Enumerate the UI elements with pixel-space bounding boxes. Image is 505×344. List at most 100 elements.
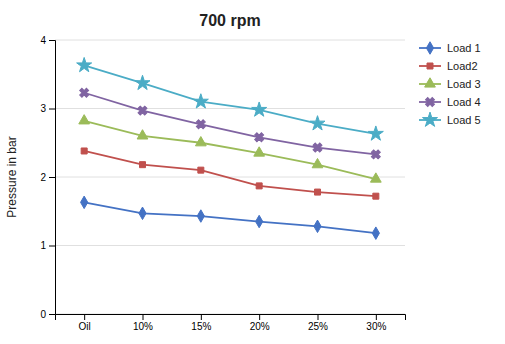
marker <box>77 86 90 99</box>
x-tick-label: 25% <box>308 321 328 332</box>
legend-item: Load 1 <box>419 42 481 54</box>
line <box>84 65 376 134</box>
marker <box>197 210 204 222</box>
grid-line <box>55 40 405 41</box>
grid-line <box>55 245 405 246</box>
title: 700 rpm <box>199 12 260 29</box>
marker <box>368 126 383 140</box>
y-axis-line <box>49 41 56 315</box>
marker <box>370 173 381 182</box>
marker <box>369 148 382 161</box>
y-tick-mark <box>49 246 55 247</box>
series <box>77 86 382 161</box>
y-tick: 2 <box>40 172 55 183</box>
marker <box>139 207 146 219</box>
marker <box>256 215 263 227</box>
x-tick: 10% <box>133 314 153 332</box>
marker <box>136 104 149 117</box>
y-tick-label: 1 <box>40 240 46 251</box>
legend-marker <box>425 78 436 87</box>
y-tick: 0 <box>40 309 55 320</box>
x-tick: 20% <box>250 314 270 332</box>
marker <box>311 141 324 154</box>
legend-marker <box>422 112 437 126</box>
marker <box>77 57 92 71</box>
series <box>79 115 381 183</box>
y-tick: 4 <box>40 35 55 46</box>
y-tick-label: 0 <box>40 309 46 320</box>
y-tick: 1 <box>40 240 55 251</box>
grid <box>55 40 405 314</box>
legend-label: Load 1 <box>447 42 481 54</box>
x-tick-label: 15% <box>191 321 211 332</box>
y-axis: 0 1 2 3 4 <box>40 35 55 320</box>
grid-line <box>55 108 405 109</box>
marker <box>310 116 325 130</box>
legend-label: Load2 <box>447 60 478 72</box>
x-axis: Oil 10% 15% 20% 25% 30% <box>56 314 406 332</box>
marker <box>312 158 323 167</box>
legend-label: Load 3 <box>447 78 481 90</box>
marker <box>195 137 206 146</box>
marker <box>79 115 90 124</box>
legend-marker <box>426 42 433 54</box>
series <box>81 196 380 239</box>
marker <box>254 147 265 156</box>
x-tick-mark <box>318 314 319 320</box>
legend-item: Load2 <box>419 60 478 72</box>
line <box>84 93 376 155</box>
x-tick-label: Oil <box>79 321 91 332</box>
marker <box>135 75 150 89</box>
data <box>77 57 384 239</box>
marker <box>252 131 265 144</box>
marker <box>256 183 262 189</box>
x-tick-mark <box>259 314 260 320</box>
x-tick-mark <box>376 314 377 320</box>
x-axis-line <box>56 315 406 321</box>
marker <box>194 118 207 131</box>
plot: 0 1 2 3 4 Oil 10% 15% 20% 25% 30% <box>40 35 405 332</box>
x-tick-label: 20% <box>250 321 270 332</box>
line <box>84 202 376 233</box>
y-tick: 3 <box>40 103 55 114</box>
chart: 0 1 2 3 4 Oil 10% 15% 20% 25% 30% 700 rpm Pressure i… <box>0 0 505 344</box>
x-tick-mark <box>84 314 85 320</box>
x-tick-mark <box>143 314 144 320</box>
y-tick-mark <box>49 177 55 178</box>
marker <box>252 102 267 116</box>
x-tick: 30% <box>366 314 386 332</box>
legend-item: Load 4 <box>419 95 481 108</box>
marker <box>137 130 148 139</box>
marker <box>315 189 321 195</box>
series <box>81 148 379 199</box>
marker <box>140 162 146 168</box>
x-tick-mark <box>201 314 202 320</box>
legend-label: Load 4 <box>447 96 481 108</box>
series <box>77 57 384 140</box>
marker <box>198 167 204 173</box>
y-tick-mark <box>49 40 55 41</box>
marker <box>81 148 87 154</box>
legend-marker <box>427 63 433 69</box>
marker <box>81 196 88 208</box>
legend-item: Load 5 <box>419 112 481 126</box>
x-tick: 25% <box>308 314 328 332</box>
line <box>84 151 376 196</box>
legend: Load 1 Load2 Load 3 Load 4 Load 5 <box>419 42 481 127</box>
marker <box>372 227 379 239</box>
y-axis-title: Pressure in bar <box>5 136 19 217</box>
legend-label: Load 5 <box>447 114 481 126</box>
x-tick-label: 10% <box>133 321 153 332</box>
y-tick-mark <box>49 314 55 315</box>
y-tick-mark <box>49 109 55 110</box>
marker <box>314 220 321 232</box>
y-tick-label: 4 <box>40 35 46 46</box>
x-tick: 15% <box>191 314 211 332</box>
x-tick: Oil <box>79 314 91 332</box>
y-tick-label: 3 <box>40 103 46 114</box>
marker <box>373 193 379 199</box>
legend-marker <box>423 95 436 108</box>
legend-item: Load 3 <box>419 78 481 90</box>
y-tick-label: 2 <box>40 172 46 183</box>
x-tick-label: 30% <box>366 321 386 332</box>
